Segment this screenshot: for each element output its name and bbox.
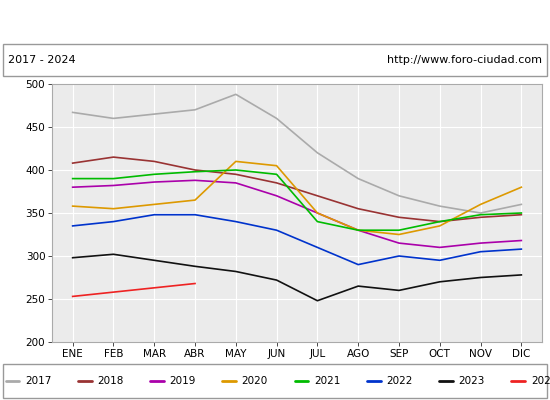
Text: 2019: 2019	[169, 376, 196, 386]
Text: 2020: 2020	[241, 376, 268, 386]
Text: 2023: 2023	[459, 376, 485, 386]
Text: 2018: 2018	[97, 376, 123, 386]
Text: 2021: 2021	[314, 376, 340, 386]
Text: 2017 - 2024: 2017 - 2024	[8, 55, 76, 65]
Text: 2024: 2024	[531, 376, 550, 386]
Text: Evolucion del paro registrado en Mugardos: Evolucion del paro registrado en Mugardo…	[118, 14, 432, 28]
Text: 2017: 2017	[25, 376, 51, 386]
Text: http://www.foro-ciudad.com: http://www.foro-ciudad.com	[387, 55, 542, 65]
Text: 2022: 2022	[386, 376, 412, 386]
